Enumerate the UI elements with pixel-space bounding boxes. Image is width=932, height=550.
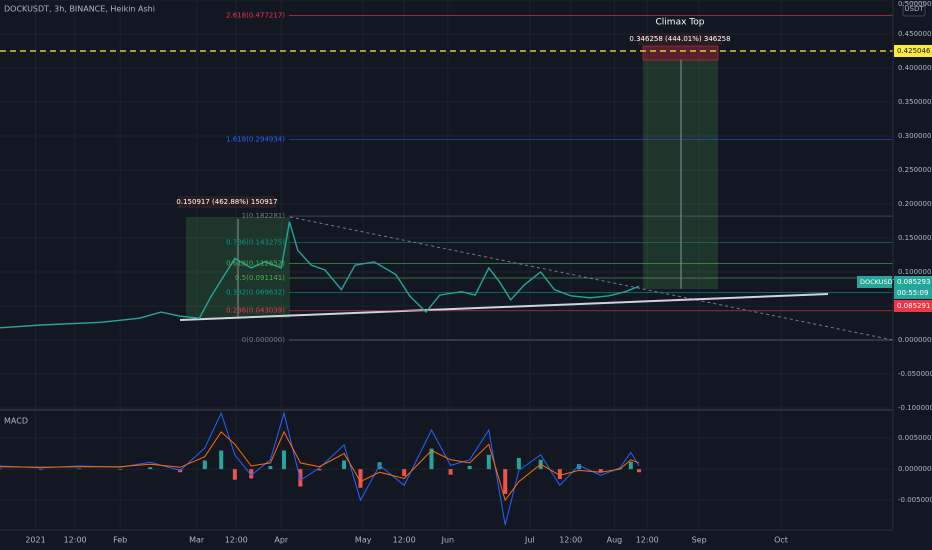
macd-histogram-bar: [317, 469, 322, 471]
fib-label: 0(0.000000): [242, 336, 286, 344]
bid-price: 0.085291: [897, 302, 930, 310]
climax-label: Climax Top: [656, 18, 705, 28]
macd-histogram-bar: [298, 469, 303, 487]
macd-histogram-bar: [148, 467, 153, 470]
countdown: 00:55:09: [897, 289, 928, 297]
fib-label: 0.618(0.112652): [226, 259, 285, 267]
y-tick-label: 0.350000: [898, 98, 931, 106]
macd-histogram-bar: [516, 457, 521, 470]
macd-histogram-bar: [282, 450, 287, 470]
measure-label: 0.150917 (462.88%) 150917: [176, 198, 277, 206]
y-tick-label: 0.200000: [898, 200, 931, 208]
x-tick-label: 12:00: [636, 536, 659, 545]
fib-label: 0.236(0.043039): [226, 307, 285, 315]
macd-histogram-bar: [268, 466, 273, 470]
fib-label: 1(0.182281): [242, 212, 286, 220]
x-tick-label: Jul: [524, 536, 535, 545]
symbol-title: DOCKUSDT, 3h, BINANCE, Heikin Ashi: [4, 5, 155, 14]
macd-histogram-bar: [576, 464, 581, 470]
macd-histogram-bar: [637, 469, 642, 473]
price-line: [0, 221, 640, 329]
macd-histogram-bar: [0, 468, 2, 470]
symbol-label-bg: [857, 276, 892, 289]
macd-histogram-bar: [358, 469, 363, 488]
y-tick-label: -0.005000: [898, 496, 932, 504]
trend-line: [289, 216, 894, 341]
fib-label: 0.382(0.069632): [226, 289, 285, 297]
symbol-label: DOCKUSDT: [860, 278, 897, 286]
macd-histogram-bar: [557, 469, 562, 480]
x-tick-label: Jun: [441, 536, 455, 545]
x-tick-label: Apr: [274, 536, 289, 545]
target-price: 0.425046: [897, 47, 931, 55]
y-tick-label: 0.500000: [898, 0, 931, 8]
y-tick-label: 0.300000: [898, 132, 931, 140]
macd-line: [0, 411, 640, 526]
macd-line: [0, 430, 640, 502]
measure-label-bg: [178, 196, 276, 208]
y-tick-label: 0.400000: [898, 64, 931, 72]
x-tick-label: Aug: [607, 536, 623, 545]
y-tick-label: -0.050000: [898, 370, 932, 378]
currency-box[interactable]: [902, 1, 926, 17]
x-tick-label: 2021: [25, 536, 45, 545]
macd-histogram-bar: [429, 448, 434, 470]
macd-histogram-bar: [598, 469, 603, 473]
y-tick-label: 0.250000: [898, 166, 931, 174]
macd-histogram-bar: [118, 469, 123, 470]
y-tick-label: 0.005000: [898, 434, 931, 442]
position-profit-zone: [643, 60, 718, 289]
macd-histogram-bar: [219, 450, 224, 470]
macd-histogram-bar: [467, 466, 472, 470]
macd-histogram-bar: [342, 460, 347, 470]
grid: [0, 0, 893, 530]
macd-histogram-bar: [503, 469, 508, 494]
bid-price-bg: [894, 300, 932, 313]
position-label-bg: [638, 33, 722, 45]
y-tick-label: 0.100000: [898, 268, 931, 276]
y-tick-label: 0.000000: [898, 336, 931, 344]
last-price-bg: [894, 276, 932, 300]
fib-label: 0.5(0.091141): [235, 274, 285, 282]
x-tick-label: 12:00: [64, 536, 87, 545]
macd-histogram-bar: [448, 469, 453, 475]
macd-histogram-bar: [628, 461, 633, 470]
last-price: 0.085293: [897, 278, 930, 286]
macd-histogram-bar: [232, 469, 237, 480]
target-price-bg: [894, 44, 932, 57]
fib-label: 1.618(0.294934): [226, 135, 285, 143]
y-tick-label: 0.450000: [898, 30, 931, 38]
y-tick-label: 0.150000: [898, 234, 931, 242]
fib-label: 2.618(0.477217): [226, 11, 285, 19]
macd-histogram-bar: [38, 469, 43, 470]
x-tick-label: May: [355, 536, 372, 545]
macd-histogram-bar: [202, 460, 207, 470]
x-tick-label: Feb: [113, 536, 127, 545]
macd-histogram-bar: [486, 454, 491, 470]
position-stop-zone: [642, 45, 719, 61]
x-tick-label: Oct: [774, 536, 788, 545]
currency[interactable]: USDT: [904, 5, 924, 13]
x-tick-label: 12:00: [559, 536, 582, 545]
macd-histogram-bar: [402, 469, 407, 476]
position-label: 0.346258 (444.01%) 346258: [629, 35, 730, 43]
x-tick-label: Mar: [189, 536, 205, 545]
macd-title: MACD: [4, 417, 28, 426]
marks: [0, 15, 893, 526]
macd-histogram-bar: [249, 469, 254, 479]
macd-histogram-bar: [77, 468, 82, 470]
x-tick-label: 12:00: [393, 536, 416, 545]
x-tick-label: Sep: [692, 536, 707, 545]
x-tick-label: 12:00: [225, 536, 248, 545]
y-tick-label: 0.000000: [898, 465, 931, 473]
support-line: [179, 293, 829, 321]
y-tick-label: -0.100000: [898, 404, 932, 412]
fib-label: 0.786(0.143275): [226, 239, 285, 247]
